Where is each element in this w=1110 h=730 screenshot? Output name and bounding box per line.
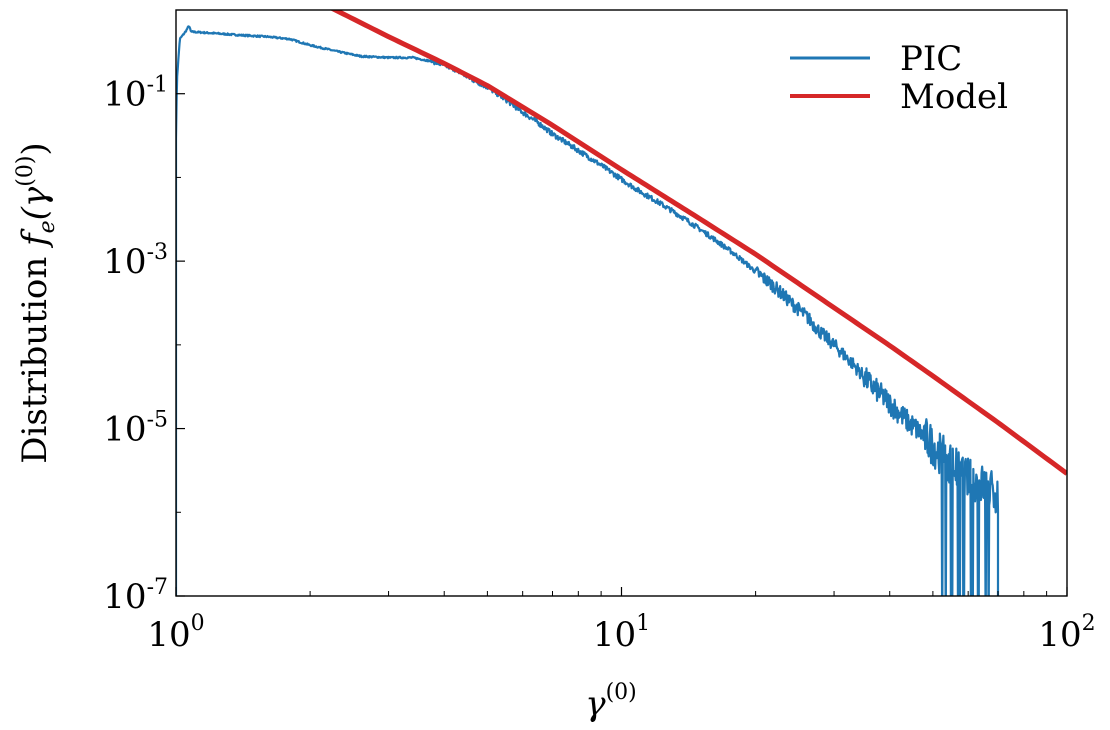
series-line-model — [329, 10, 1067, 476]
x-tick-label: 100 — [147, 611, 204, 655]
tick-layer: 100 101 102 10-1 10-3 10-5 10-7 — [103, 73, 1095, 655]
y-axis-title: Distribution fe(γ(0)) — [13, 142, 60, 463]
y-tick-label: 10-3 — [103, 240, 168, 282]
legend-label-model: Model — [900, 77, 1008, 117]
series-line-pic — [176, 25, 1000, 596]
series-layer — [176, 10, 1067, 596]
x-axis-title: γ(0) — [585, 680, 637, 724]
y-tick-label: 10-1 — [103, 73, 168, 115]
legend-label-pic: PIC — [900, 39, 962, 79]
x-tick-label: 102 — [1038, 611, 1095, 655]
y-tick-label: 10-5 — [103, 408, 168, 450]
x-tick-label: 101 — [593, 611, 650, 655]
y-tick-label: 10-7 — [103, 575, 168, 617]
legend: PIC Model — [790, 39, 1008, 117]
